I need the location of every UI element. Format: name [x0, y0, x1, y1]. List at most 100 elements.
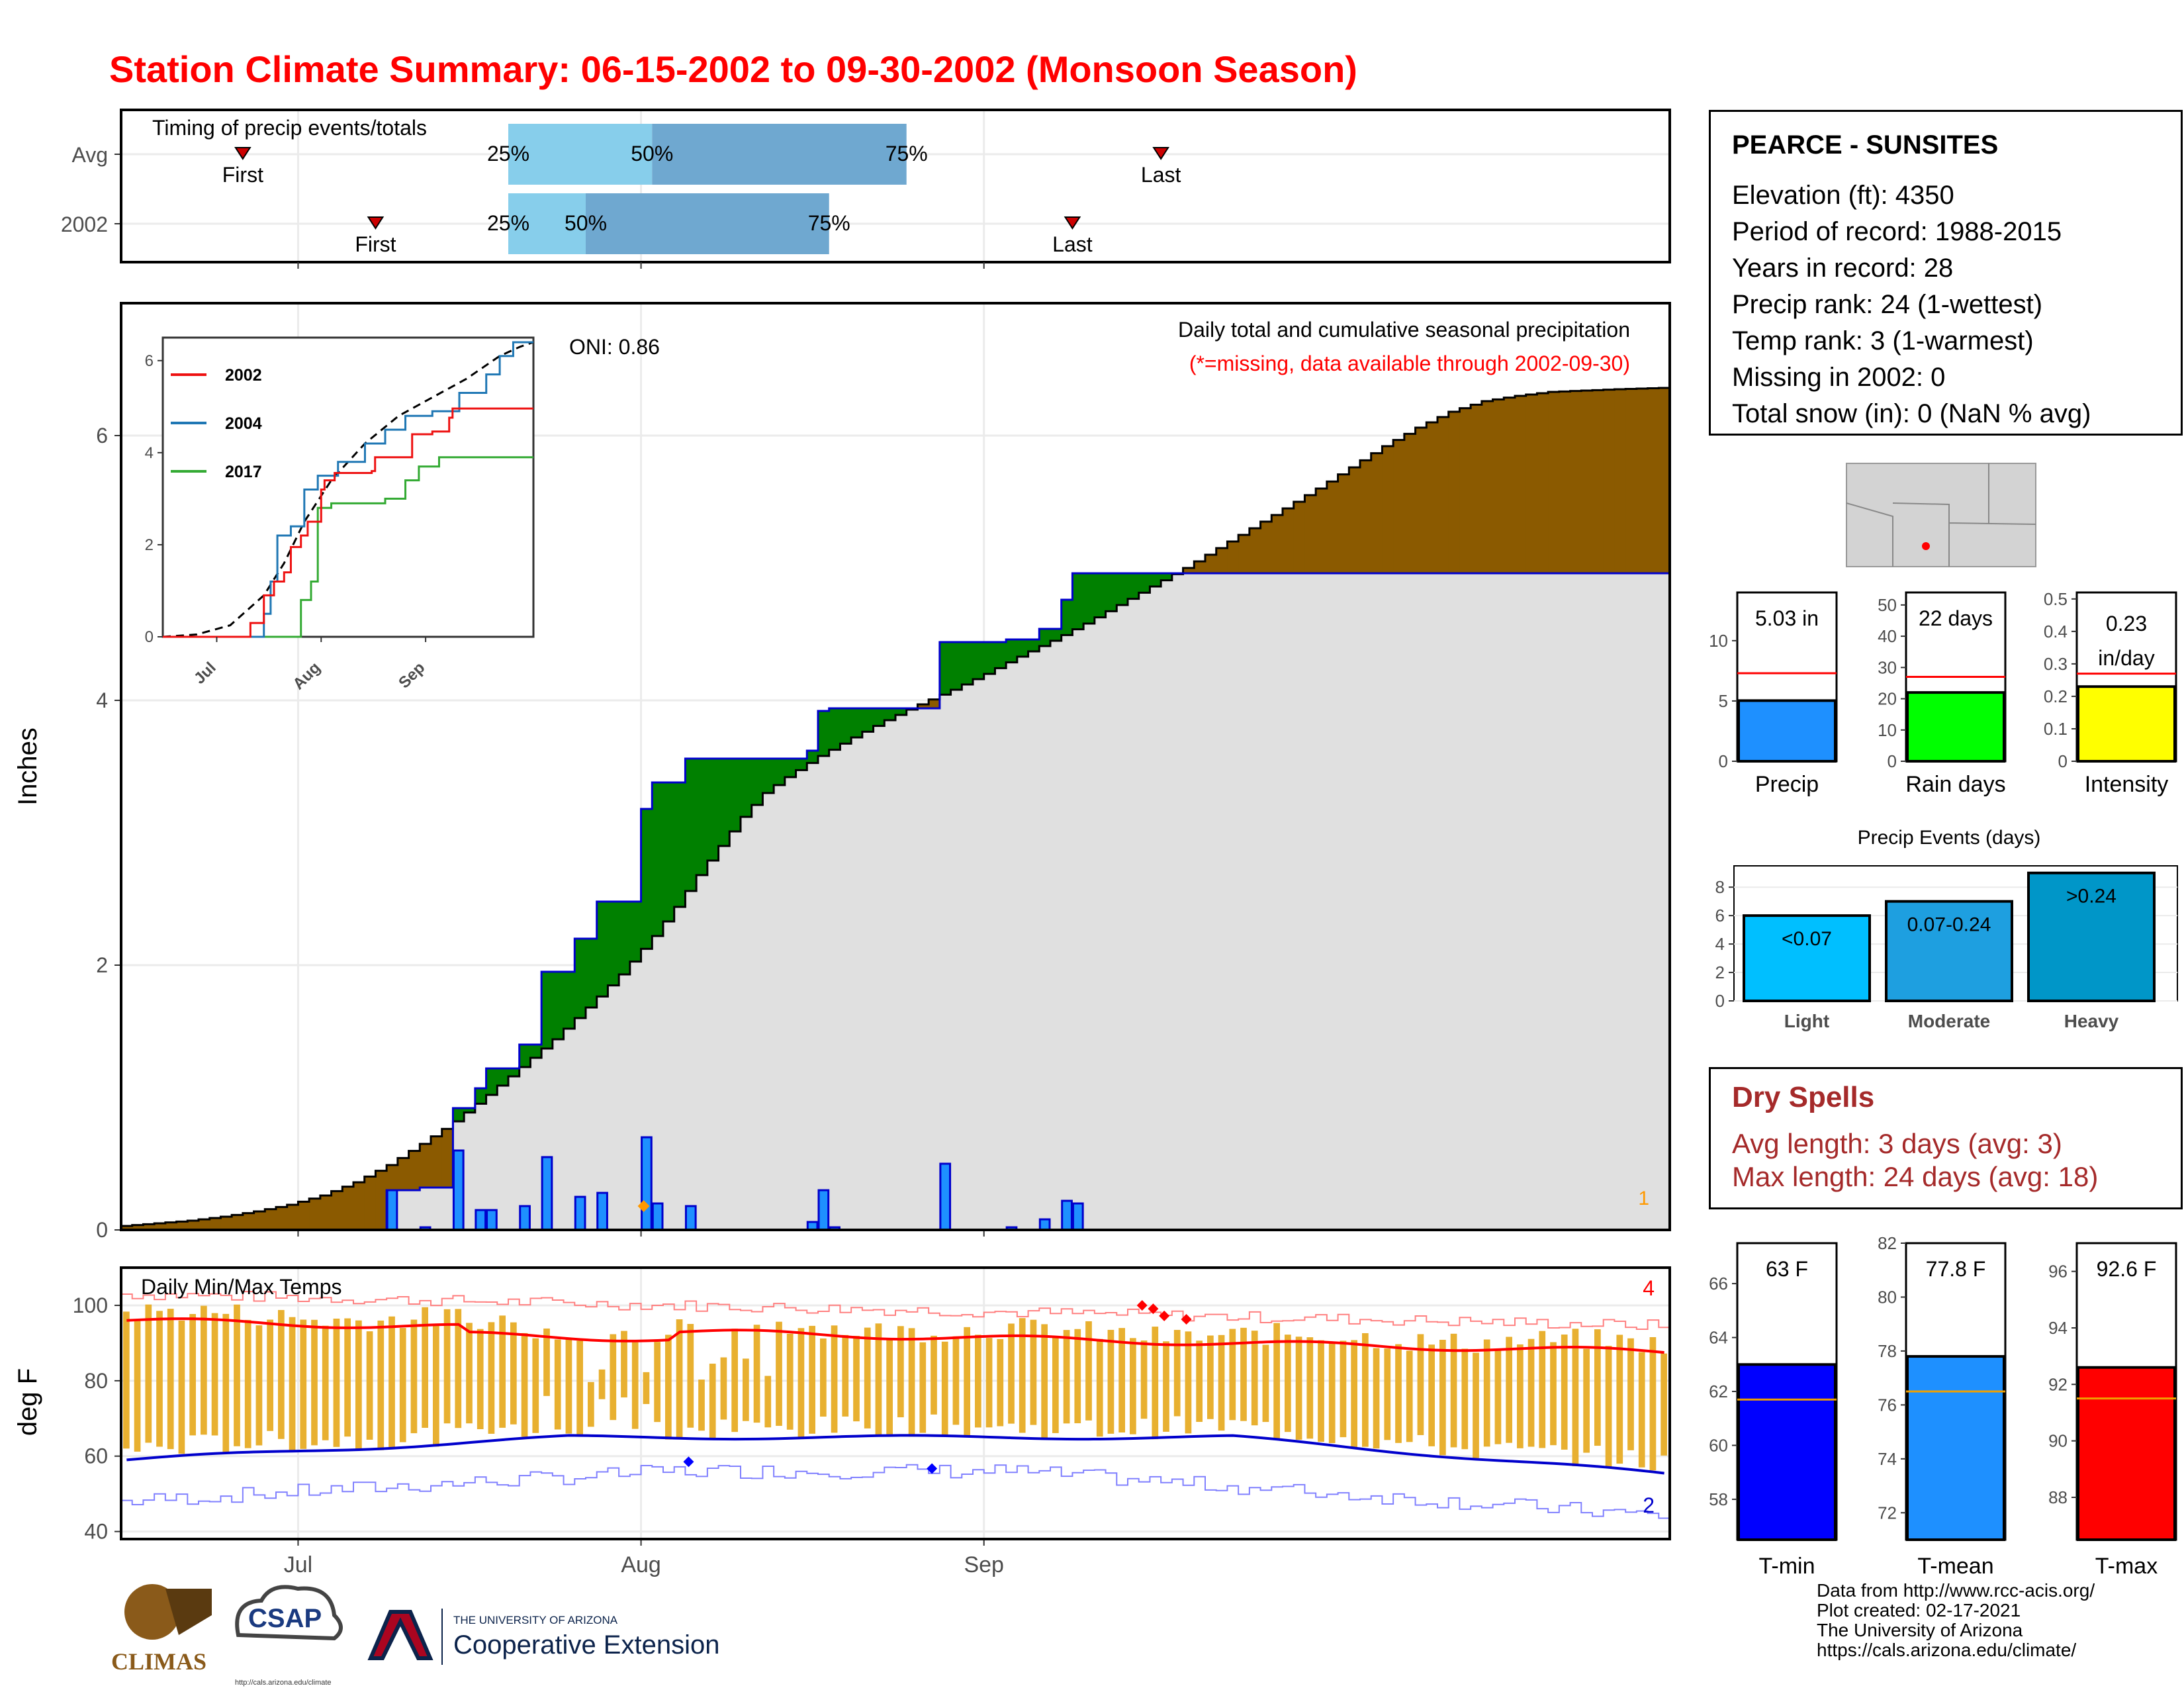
daily-temp-bar	[1527, 1338, 1535, 1447]
daily-temp-bar	[1052, 1337, 1059, 1433]
mini-category-label: Precip	[1755, 772, 1819, 797]
deficit-area	[209, 1218, 221, 1230]
q75-label: 75%	[808, 211, 850, 235]
daily-temp-bar	[422, 1307, 428, 1428]
surplus-area	[962, 642, 974, 684]
daily-temp-bar	[1019, 1318, 1026, 1433]
surplus-area	[718, 759, 730, 846]
daily-temp-bar	[1328, 1342, 1336, 1444]
daily-temp-bar	[842, 1335, 849, 1417]
mini-y-tick-label: 0.1	[2044, 719, 2068, 739]
dry-spells-avg: Avg length: 3 days (avg: 3)	[1732, 1128, 2062, 1159]
daily-temp-bar	[853, 1336, 860, 1422]
row-label: Avg	[71, 143, 108, 167]
mini-y-tick-label: 90	[2048, 1431, 2068, 1451]
surplus-area	[574, 939, 586, 1018]
mini-value-label: in/day	[2098, 646, 2154, 670]
surplus-area	[1128, 573, 1140, 599]
summary-bars-panel: 0 5 10 5.03 in Precip 0 10 20 30 40 50 22 days Rain …	[1709, 589, 2177, 797]
daily-temp-bar	[1218, 1335, 1225, 1431]
daily-temp-bar	[1351, 1340, 1357, 1448]
daily-temp-bar	[178, 1320, 185, 1454]
surplus-area	[663, 782, 675, 921]
daily-precip-bar	[939, 1162, 952, 1231]
daily-precip-bar	[386, 1189, 398, 1231]
daily-temp-bar	[488, 1322, 495, 1434]
csap-logo-text: CSAP	[248, 1604, 322, 1633]
daily-temp-bar	[1428, 1344, 1435, 1446]
surplus-area	[1150, 573, 1161, 586]
daily-temp-bar	[366, 1331, 373, 1440]
daily-temp-bar	[1594, 1329, 1601, 1446]
deficit-area	[1205, 555, 1217, 573]
last-label: Last	[1141, 163, 1181, 187]
mini-value-bar	[2077, 1366, 2176, 1542]
deficit-area	[1271, 515, 1283, 573]
mini-y-tick-label: 82	[1878, 1233, 1897, 1253]
q50-q75-bar-2002	[586, 193, 829, 254]
deficit-area	[242, 1213, 255, 1230]
tmax-records-count: 4	[1643, 1276, 1655, 1300]
mini-y-tick-label: 62	[1709, 1382, 1728, 1401]
mini-y-tick-label: 40	[1878, 626, 1897, 646]
record-low-marker	[927, 1463, 938, 1474]
daily-temp-bar	[643, 1372, 650, 1405]
q25-label: 25%	[487, 142, 529, 165]
y-tick-label: 80	[84, 1369, 108, 1393]
daily-temp-bar	[554, 1339, 561, 1430]
surplus-area	[696, 759, 708, 875]
mini-value-label: 63 F	[1766, 1257, 1808, 1281]
logos: CLIMAS CSAP http://cals.arizona.edu/climat…	[111, 1584, 719, 1687]
daily-temp-bar	[720, 1357, 727, 1420]
daily-temp-bar	[1340, 1340, 1347, 1438]
event-bar	[1743, 914, 1871, 1002]
deficit-area	[265, 1209, 277, 1230]
mini-category-label: T-min	[1759, 1554, 1815, 1579]
deficit-area	[1283, 508, 1295, 573]
precip-title: Daily total and cumulative seasonal prec…	[1178, 318, 1630, 342]
daily-temp-bar	[377, 1320, 385, 1450]
surplus-area	[983, 642, 995, 674]
daily-temp-bar	[1661, 1353, 1667, 1456]
daily-temp-bar	[588, 1382, 594, 1427]
daily-precip-bar	[1061, 1199, 1073, 1231]
mini-y-tick-label: 0	[2058, 751, 2068, 771]
daily-temp-bar	[1406, 1350, 1413, 1442]
surplus-area	[519, 1045, 531, 1067]
surplus-area	[729, 759, 741, 831]
daily-temp-bar	[466, 1323, 473, 1424]
deficit-area	[1559, 391, 1571, 573]
daily-temp-bar	[201, 1305, 207, 1435]
deficit-area	[1371, 453, 1383, 573]
daily-temp-bar	[167, 1309, 174, 1450]
timing-panel: 25% 50% 75% First Last Avg 25% 50% 75% First Last 2…	[61, 109, 1671, 269]
daily-temp-bar	[134, 1321, 141, 1452]
deficit-area	[1260, 522, 1272, 573]
deficit-area	[1492, 399, 1504, 573]
locator-map	[1846, 463, 2036, 567]
precip-panel: Daily total and cumulative seasonal prec…	[13, 302, 1671, 1242]
surplus-area	[973, 642, 985, 679]
y-tick-label: 6	[96, 424, 108, 447]
state-borders	[1846, 463, 2036, 567]
q75-label: 75%	[886, 142, 928, 165]
surplus-area	[641, 809, 653, 949]
daily-temp-bar	[1605, 1346, 1612, 1468]
daily-temp-bar	[510, 1322, 517, 1425]
daily-temp-bar	[255, 1325, 263, 1446]
footer-line: https://cals.arizona.edu/climate/	[1817, 1640, 2077, 1660]
event-category-label: Heavy	[2064, 1011, 2119, 1031]
temps-plot-bg	[121, 1268, 1670, 1539]
station-detail-line: Period of record: 1988-2015	[1732, 217, 2062, 246]
surplus-area	[674, 782, 686, 907]
station-detail-line: Precip rank: 24 (1-wettest)	[1732, 290, 2043, 319]
daily-temp-bar	[443, 1309, 451, 1424]
mini-y-tick-label: 94	[2048, 1318, 2068, 1338]
record-high-marker	[1181, 1314, 1192, 1325]
deficit-area	[320, 1196, 332, 1230]
event-value-label: <0.07	[1782, 928, 1832, 950]
q50-label: 50%	[565, 211, 607, 235]
deficit-area	[199, 1219, 210, 1230]
daily-temp-bar	[311, 1319, 318, 1446]
daily-temp-bar	[764, 1376, 772, 1428]
